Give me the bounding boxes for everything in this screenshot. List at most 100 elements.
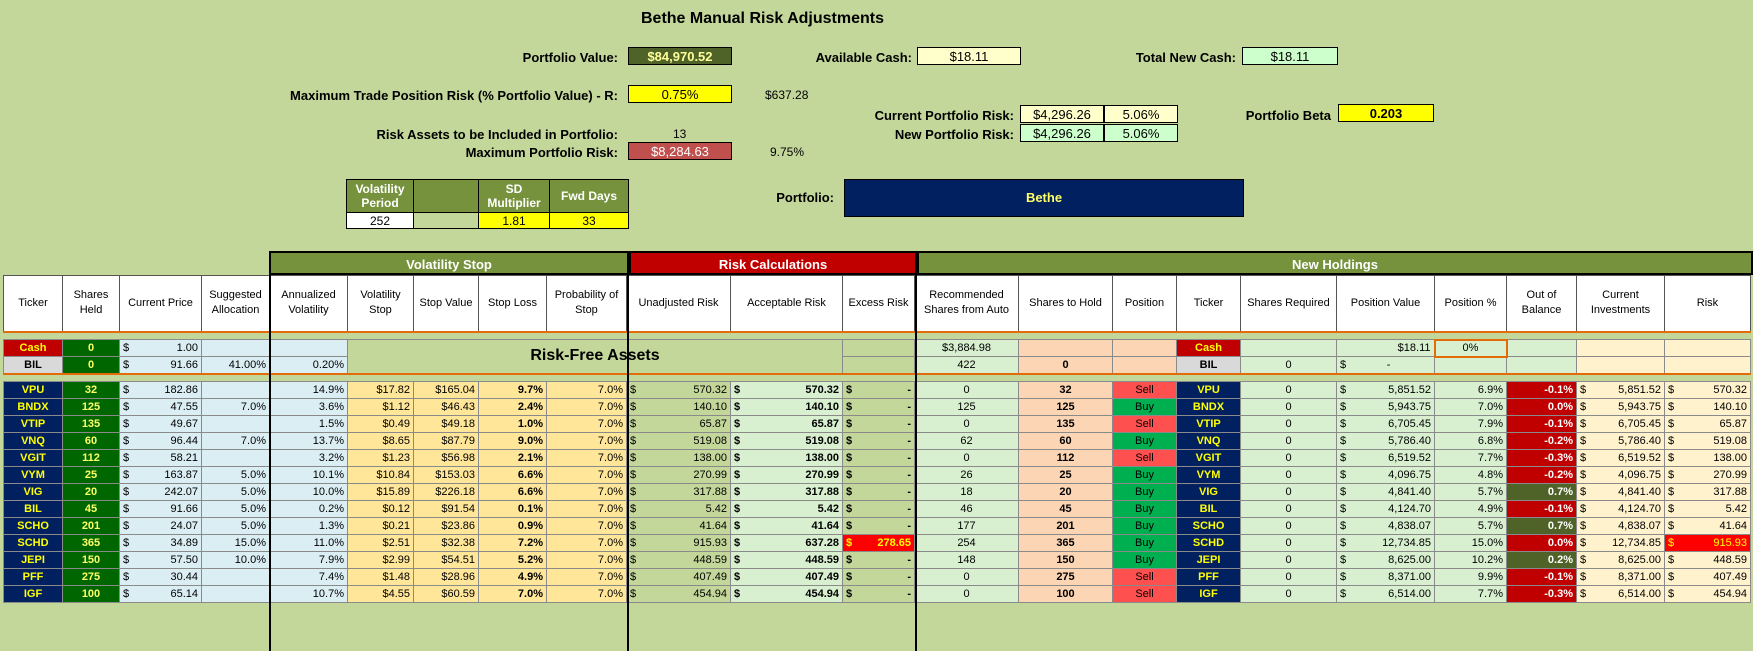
position-pct-cell[interactable]: 5.7% [1434, 483, 1507, 501]
annualized-volatility-cell[interactable]: 0.2% [269, 500, 348, 518]
position-pct-cell[interactable]: 7.7% [1434, 449, 1507, 467]
stop-value-cell[interactable]: $87.79 [413, 432, 479, 450]
bil-hold[interactable]: 0 [1018, 356, 1113, 374]
probability-of-stop-cell[interactable]: 7.0% [546, 381, 627, 399]
ticker-cell-2[interactable]: VNQ [1176, 432, 1241, 450]
stop-value-cell[interactable]: $165.04 [413, 381, 479, 399]
position-pct-cell[interactable]: 10.2% [1434, 551, 1507, 569]
volatility-stop-cell[interactable]: $0.21 [347, 517, 414, 535]
position-action-cell[interactable]: Buy [1112, 500, 1177, 518]
position-action-cell[interactable]: Buy [1112, 432, 1177, 450]
bil-required[interactable]: 0 [1240, 356, 1337, 374]
shares-held-cell[interactable]: 135 [62, 415, 120, 433]
volatility-period-cell[interactable]: 252 [346, 212, 414, 229]
volatility-stop-cell[interactable]: $15.89 [347, 483, 414, 501]
probability-of-stop-cell[interactable]: 7.0% [546, 398, 627, 416]
ticker-cell-2[interactable]: SCHD [1176, 534, 1241, 552]
shares-held-cell[interactable]: 365 [62, 534, 120, 552]
out-of-balance-cell[interactable]: 0.7% [1506, 517, 1577, 535]
shares-to-hold-cell[interactable]: 135 [1018, 415, 1113, 433]
shares-required-cell[interactable]: 0 [1240, 398, 1337, 416]
recommended-shares-cell[interactable]: 254 [914, 534, 1019, 552]
sd-multiplier-cell[interactable]: 1.81 [478, 212, 550, 229]
volatility-stop-cell[interactable]: $0.49 [347, 415, 414, 433]
cash-recommended[interactable]: $3,884.98 [914, 339, 1019, 357]
out-of-balance-cell[interactable]: -0.1% [1506, 568, 1577, 586]
position-pct-cell[interactable]: 6.8% [1434, 432, 1507, 450]
ticker-cell-2[interactable]: BIL [1176, 500, 1241, 518]
shares-required-cell[interactable]: 0 [1240, 500, 1337, 518]
recommended-shares-cell[interactable]: 26 [914, 466, 1019, 484]
position-action-cell[interactable]: Buy [1112, 466, 1177, 484]
stop-loss-cell[interactable]: 6.6% [478, 466, 547, 484]
shares-required-cell[interactable]: 0 [1240, 381, 1337, 399]
probability-of-stop-cell[interactable]: 7.0% [546, 585, 627, 603]
cash-ticker[interactable]: Cash [3, 339, 63, 357]
stop-value-cell[interactable]: $46.43 [413, 398, 479, 416]
position-action-cell[interactable]: Buy [1112, 398, 1177, 416]
shares-required-cell[interactable]: 0 [1240, 449, 1337, 467]
cash-position-value[interactable]: $18.11 [1336, 339, 1435, 357]
ticker-cell-2[interactable]: SCHO [1176, 517, 1241, 535]
shares-held-cell[interactable]: 20 [62, 483, 120, 501]
stop-value-cell[interactable]: $28.96 [413, 568, 479, 586]
position-action-cell[interactable]: Sell [1112, 449, 1177, 467]
position-pct-cell[interactable]: 4.9% [1434, 500, 1507, 518]
probability-of-stop-cell[interactable]: 7.0% [546, 415, 627, 433]
cash-price[interactable]: 1.00 [176, 342, 198, 354]
volatility-stop-cell[interactable]: $1.48 [347, 568, 414, 586]
annualized-volatility-cell[interactable]: 7.4% [269, 568, 348, 586]
stop-value-cell[interactable]: $226.18 [413, 483, 479, 501]
bil-volatility[interactable]: 0.20% [269, 356, 348, 374]
new-risk-pct[interactable]: 5.06% [1104, 124, 1178, 142]
suggested-allocation-cell[interactable] [201, 585, 270, 603]
ticker-cell-2[interactable]: BNDX [1176, 398, 1241, 416]
stop-value-cell[interactable]: $54.51 [413, 551, 479, 569]
stop-loss-cell[interactable]: 5.2% [478, 551, 547, 569]
probability-of-stop-cell[interactable]: 7.0% [546, 432, 627, 450]
position-pct-cell[interactable]: 5.7% [1434, 517, 1507, 535]
position-action-cell[interactable]: Sell [1112, 381, 1177, 399]
volatility-stop-cell[interactable]: $8.65 [347, 432, 414, 450]
suggested-allocation-cell[interactable] [201, 568, 270, 586]
fwd-days-cell[interactable]: 33 [549, 212, 629, 229]
annualized-volatility-cell[interactable]: 7.9% [269, 551, 348, 569]
volatility-stop-cell[interactable]: $2.51 [347, 534, 414, 552]
out-of-balance-cell[interactable]: 0.2% [1506, 551, 1577, 569]
stop-value-cell[interactable]: $60.59 [413, 585, 479, 603]
position-action-cell[interactable]: Buy [1112, 534, 1177, 552]
stop-value-cell[interactable]: $91.54 [413, 500, 479, 518]
ticker-cell[interactable]: BIL [3, 500, 63, 518]
position-action-cell[interactable]: Sell [1112, 585, 1177, 603]
out-of-balance-cell[interactable]: 0.0% [1506, 398, 1577, 416]
bil-recommended[interactable]: 422 [914, 356, 1019, 374]
recommended-shares-cell[interactable]: 18 [914, 483, 1019, 501]
ticker-cell[interactable]: SCHD [3, 534, 63, 552]
suggested-allocation-cell[interactable]: 5.0% [201, 466, 270, 484]
volatility-stop-cell[interactable]: $2.99 [347, 551, 414, 569]
shares-held-cell[interactable]: 45 [62, 500, 120, 518]
shares-held-cell[interactable]: 275 [62, 568, 120, 586]
probability-of-stop-cell[interactable]: 7.0% [546, 534, 627, 552]
annualized-volatility-cell[interactable]: 11.0% [269, 534, 348, 552]
shares-to-hold-cell[interactable]: 60 [1018, 432, 1113, 450]
shares-to-hold-cell[interactable]: 112 [1018, 449, 1113, 467]
stop-loss-cell[interactable]: 4.9% [478, 568, 547, 586]
bil-price[interactable]: 91.66 [170, 358, 198, 371]
stop-value-cell[interactable]: $56.98 [413, 449, 479, 467]
total-new-cash-cell[interactable]: $18.11 [1242, 47, 1338, 65]
shares-held-cell[interactable]: 201 [62, 517, 120, 535]
suggested-allocation-cell[interactable]: 5.0% [201, 500, 270, 518]
volatility-stop-cell[interactable]: $1.23 [347, 449, 414, 467]
suggested-allocation-cell[interactable]: 10.0% [201, 551, 270, 569]
bil-ticker-2[interactable]: BIL [1176, 356, 1241, 374]
stop-value-cell[interactable]: $49.18 [413, 415, 479, 433]
annualized-volatility-cell[interactable]: 1.3% [269, 517, 348, 535]
cash-position-pct[interactable]: 0% [1433, 338, 1508, 358]
volatility-stop-cell[interactable]: $10.84 [347, 466, 414, 484]
bil-shares[interactable]: 0 [62, 356, 120, 374]
out-of-balance-cell[interactable]: -0.3% [1506, 585, 1577, 603]
out-of-balance-cell[interactable]: 0.7% [1506, 483, 1577, 501]
out-of-balance-cell[interactable]: -0.2% [1506, 466, 1577, 484]
out-of-balance-cell[interactable]: -0.1% [1506, 381, 1577, 399]
